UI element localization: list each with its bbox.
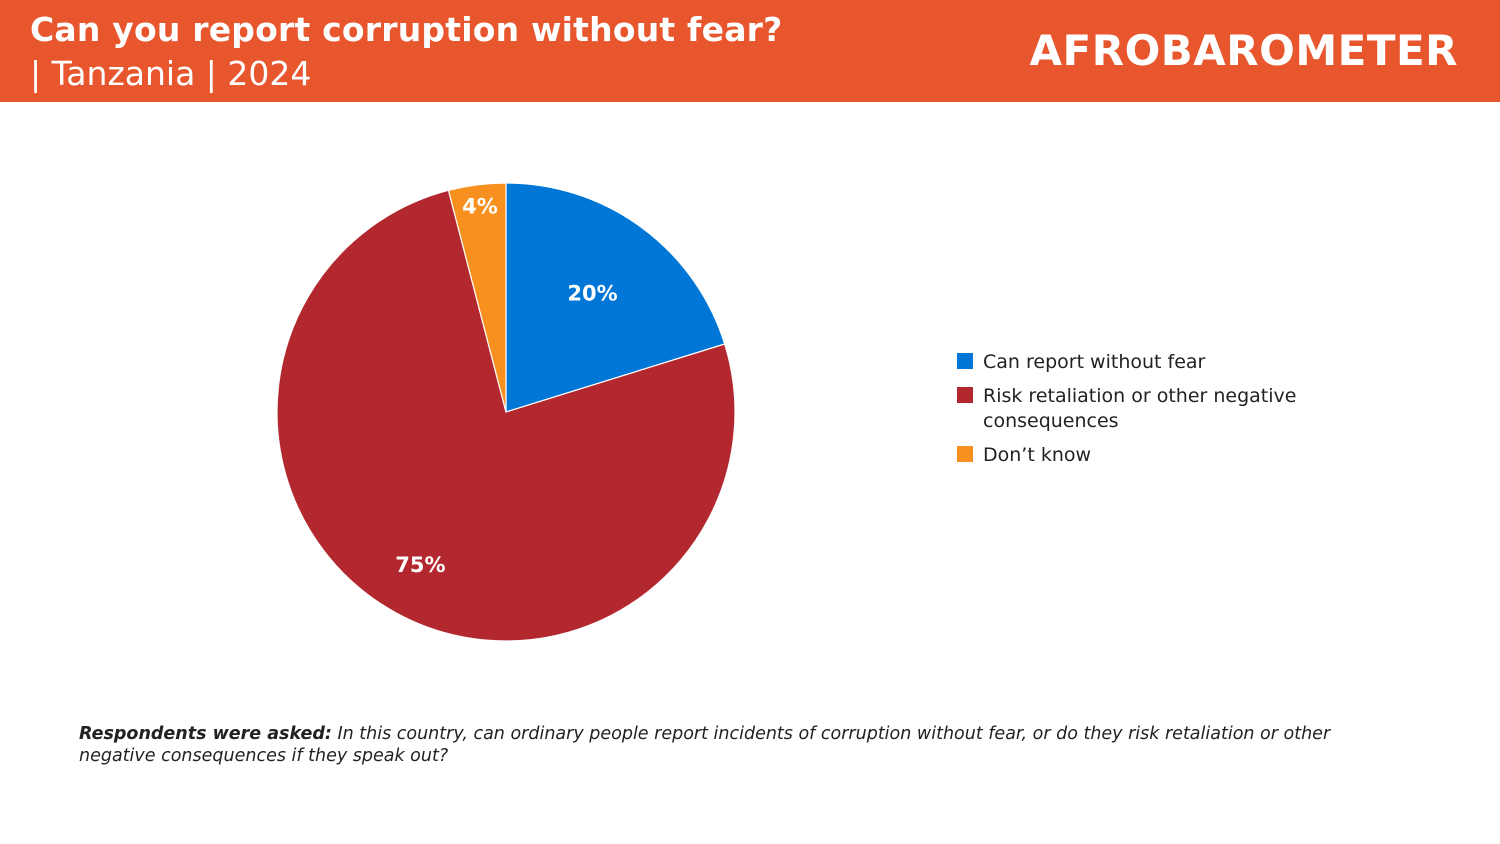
footnote-text: In this country, can ordinary people rep…	[79, 724, 1331, 766]
legend-label: Risk retaliation or other negative conse…	[983, 385, 1297, 432]
pie-slice-label-3: 4%	[462, 195, 498, 219]
legend-label: Can report without fear	[983, 351, 1206, 373]
chart-legend: Can report without fear Risk retaliation …	[957, 350, 1337, 477]
pie-slice-1	[505, 182, 726, 413]
pie-slice-label-1: 20%	[567, 281, 617, 305]
brand-logo: AFROBAROMETER	[1029, 26, 1458, 75]
page-subtitle: | Tanzania | 2024	[30, 54, 312, 93]
legend-swatch	[957, 387, 973, 403]
survey-question-footnote: Respondents were asked: In this country,…	[79, 723, 1369, 767]
legend-item-3: Don’t know	[957, 443, 1337, 468]
footnote-lead: Respondents were asked:	[79, 724, 332, 744]
legend-swatch	[957, 353, 973, 369]
pie-slice-2	[276, 189, 736, 642]
pie-slice-3	[447, 182, 507, 413]
legend-label: Don’t know	[983, 444, 1092, 466]
pie-slice-label-2: 75%	[395, 553, 445, 577]
legend-item-1: Can report without fear	[957, 350, 1337, 375]
legend-swatch	[957, 446, 973, 462]
header-banner: Can you report corruption without fear? …	[0, 0, 1500, 102]
page-title: Can you report corruption without fear?	[30, 10, 783, 49]
legend-item-2: Risk retaliation or other negative conse…	[957, 384, 1337, 434]
